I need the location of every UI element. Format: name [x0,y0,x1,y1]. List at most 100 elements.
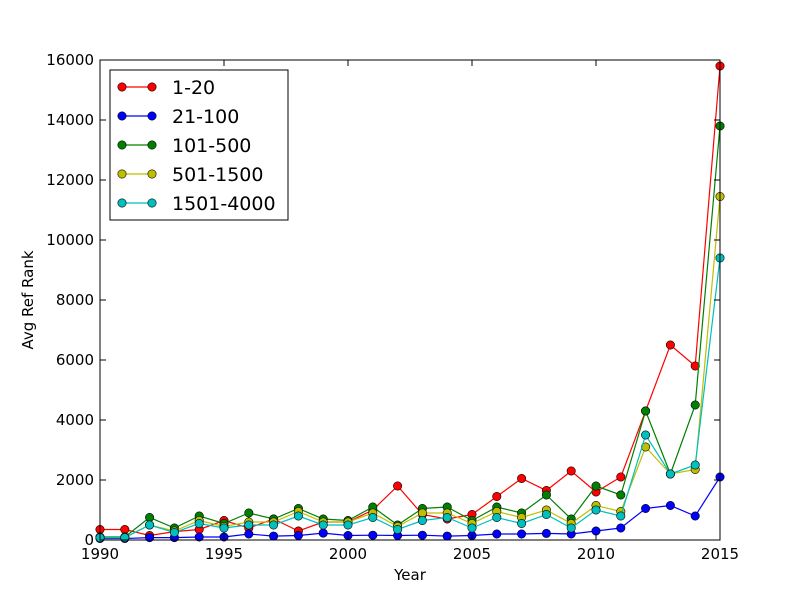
data-point [566,523,576,533]
y-tick-label: 10000 [46,231,94,249]
data-point [616,511,626,521]
data-point [417,515,427,525]
data-point [145,533,155,543]
legend-marker [147,82,157,92]
y-tick-label: 4000 [56,411,94,429]
data-point [591,481,601,491]
data-point [641,406,651,416]
data-point [417,508,427,518]
data-point [665,469,675,479]
data-point [492,512,502,522]
data-point [169,527,179,537]
data-point [244,520,254,530]
data-point [145,512,155,522]
legend-marker [147,198,157,208]
legend-label: 101-500 [172,135,251,157]
legend-label: 21-100 [172,106,239,128]
data-point [690,511,700,521]
legend-entry: 1-20 [117,77,215,99]
data-point [368,530,378,540]
data-point [194,518,204,528]
legend-marker [117,140,127,150]
data-point [442,531,452,541]
x-axis-label: Year [393,566,427,584]
data-point [442,512,452,522]
data-point [393,481,403,491]
legend-entry: 1501-4000 [117,193,276,215]
legend-label: 501-1500 [172,164,263,186]
y-tick-label: 0 [84,531,94,549]
y-tick-label: 16000 [46,51,94,69]
data-point [665,340,675,350]
data-point [145,520,155,530]
data-point [566,466,576,476]
legend-marker [147,169,157,179]
data-point [690,361,700,371]
legend-label: 1-20 [172,77,215,99]
data-point [293,530,303,540]
data-point [318,528,328,538]
x-tick-label: 2000 [329,545,367,563]
legend-marker [147,140,157,150]
series-layer [95,61,725,543]
data-point [641,430,651,440]
ticks-layer: 1990 1995 2000 2005 2010 2015 0 2000 4000 6000 800… [46,51,739,563]
data-point [641,503,651,513]
data-point [219,523,229,533]
legend: 1-20 21-100 101-500 501-1500 1501-4000 [109,69,289,221]
data-point [393,524,403,534]
y-tick-label: 14000 [46,111,94,129]
data-point [492,491,502,501]
data-point [269,520,279,530]
data-point [665,500,675,510]
legend-marker [147,111,157,121]
y-axis-label: Avg Ref Rank [19,250,37,349]
data-point [591,505,601,515]
data-point [343,520,353,530]
data-point [517,529,527,539]
data-point [517,473,527,483]
data-point [492,529,502,539]
data-point [269,531,279,541]
legend-marker [117,111,127,121]
data-point [467,523,477,533]
data-point [541,528,551,538]
data-point [591,526,601,536]
data-point [417,530,427,540]
x-tick-label: 2010 [577,545,615,563]
legend-entry: 101-500 [117,135,251,157]
data-point [517,518,527,528]
data-point [293,511,303,521]
series-101-500 [95,121,725,542]
legend-label: 1501-4000 [172,193,276,215]
x-tick-label: 1995 [205,545,243,563]
data-point [541,490,551,500]
data-point [318,520,328,530]
x-tick-label: 2015 [701,545,739,563]
data-point [690,460,700,470]
data-point [244,508,254,518]
data-point [616,523,626,533]
y-tick-label: 12000 [46,171,94,189]
legend-entry: 501-1500 [117,164,263,186]
y-tick-label: 2000 [56,471,94,489]
data-point [616,490,626,500]
x-tick-label: 2005 [453,545,491,563]
data-point [120,533,130,543]
y-tick-label: 8000 [56,291,94,309]
legend-marker [117,198,127,208]
data-point [194,532,204,542]
data-point [120,524,130,534]
data-point [244,529,254,539]
data-point [368,512,378,522]
data-point [541,509,551,519]
data-point [616,472,626,482]
legend-marker [117,82,127,92]
x-tick-label: 1990 [81,545,119,563]
series-1501-4000 [95,253,725,543]
legend-entry: 21-100 [117,106,239,128]
data-point [690,400,700,410]
legend-marker [117,169,127,179]
